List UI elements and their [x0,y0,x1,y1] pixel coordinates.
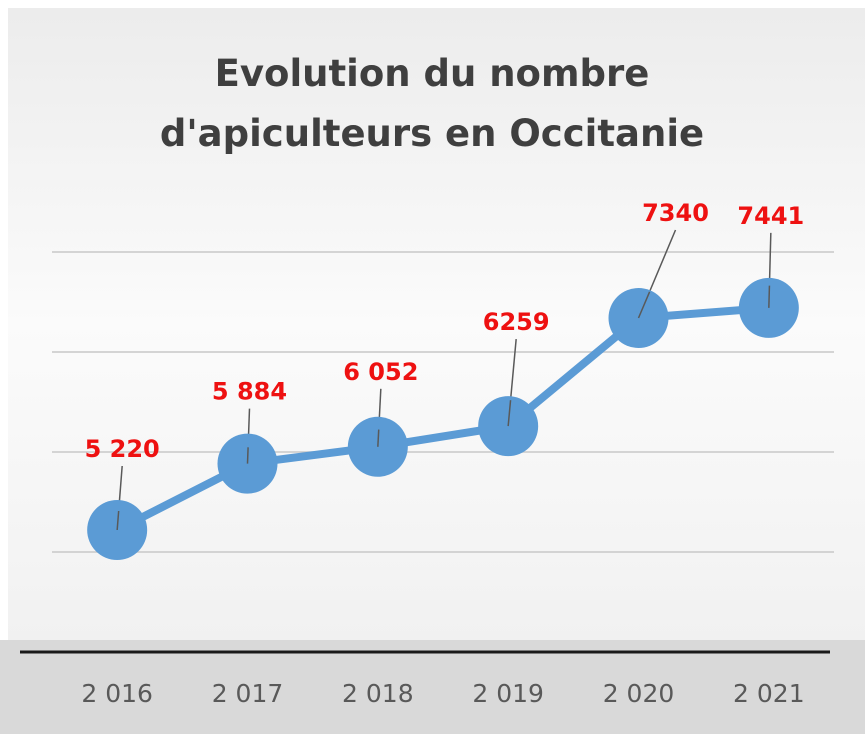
x-tick-label: 2 021 [733,679,805,708]
leader-line-front [246,447,249,464]
leader-line-front [116,510,120,531]
leader-line-front [637,291,651,319]
data-label: 5 884 [212,378,287,406]
x-tick-label: 2 018 [342,679,414,708]
marker [478,396,539,457]
x-tick-label: 2 016 [81,679,153,708]
data-label: 6259 [483,308,550,336]
data-label: 7340 [642,199,709,227]
marker [87,500,148,560]
chart-title: Evolution du nombre d'apiculteurs en Occi… [160,52,704,155]
data-label: 7441 [737,202,804,230]
axis-band [0,640,865,734]
x-tick-label: 2 017 [212,679,284,708]
x-tick-label: 2 019 [472,679,544,708]
leader-line-front [768,285,771,308]
leader-line-front [507,400,512,427]
data-label: 6 052 [343,358,418,386]
plot-background [8,8,865,640]
leader-line-front [377,429,380,447]
data-label: 5 220 [85,435,160,463]
x-tick-label: 2 020 [603,679,675,708]
